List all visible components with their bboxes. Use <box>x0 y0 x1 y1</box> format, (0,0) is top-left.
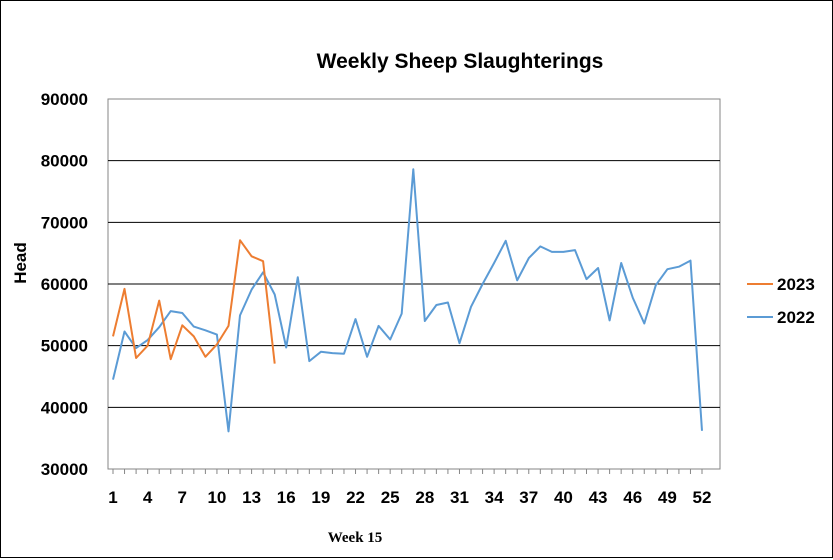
legend: 2023 2022 <box>747 275 815 327</box>
series-line-2023 <box>112 239 276 364</box>
x-tick-label: 16 <box>277 488 296 507</box>
x-tick-label: 22 <box>346 488 365 507</box>
y-tick-label: 70000 <box>41 213 88 232</box>
week-annotation: Week 15 <box>328 530 383 546</box>
series-line-2022 <box>112 168 703 433</box>
y-tick-label: 40000 <box>41 398 88 417</box>
y-tick-label: 60000 <box>41 275 88 294</box>
x-tick-label: 34 <box>485 488 504 507</box>
grid-lines <box>108 160 720 408</box>
y-tick-label: 80000 <box>41 152 88 171</box>
x-tick-marks <box>112 469 703 474</box>
x-tick-label: 4 <box>143 488 153 507</box>
legend-label-2023: 2023 <box>777 275 815 294</box>
x-tick-label: 1 <box>108 488 117 507</box>
chart-title: Weekly Sheep Slaughterings <box>317 50 604 73</box>
y-tick-label: 30000 <box>41 460 88 479</box>
x-tick-label: 25 <box>381 488 400 507</box>
x-tick-label: 49 <box>658 488 677 507</box>
x-tick-label: 10 <box>207 488 226 507</box>
x-tick-label: 7 <box>178 488 187 507</box>
x-tick-label: 46 <box>623 488 642 507</box>
x-tick-label: 52 <box>693 488 712 507</box>
y-tick-label: 50000 <box>41 337 88 356</box>
x-tick-label: 40 <box>554 488 573 507</box>
y-tick-label: 90000 <box>41 90 88 109</box>
x-tick-label: 28 <box>415 488 434 507</box>
legend-label-2022: 2022 <box>777 308 815 327</box>
series-lines <box>112 168 703 433</box>
x-tick-label: 43 <box>589 488 608 507</box>
x-tick-label: 19 <box>311 488 330 507</box>
y-tick-labels: 30000 40000 50000 60000 70000 80000 90000 <box>41 90 88 479</box>
x-tick-label: 37 <box>519 488 538 507</box>
x-tick-label: 31 <box>450 488 469 507</box>
y-axis-label: Head <box>11 242 30 284</box>
x-tick-label: 13 <box>242 488 261 507</box>
x-tick-labels: 1 4 7 10 13 16 19 22 25 28 31 34 37 40 43 46 49 52 <box>108 488 711 507</box>
